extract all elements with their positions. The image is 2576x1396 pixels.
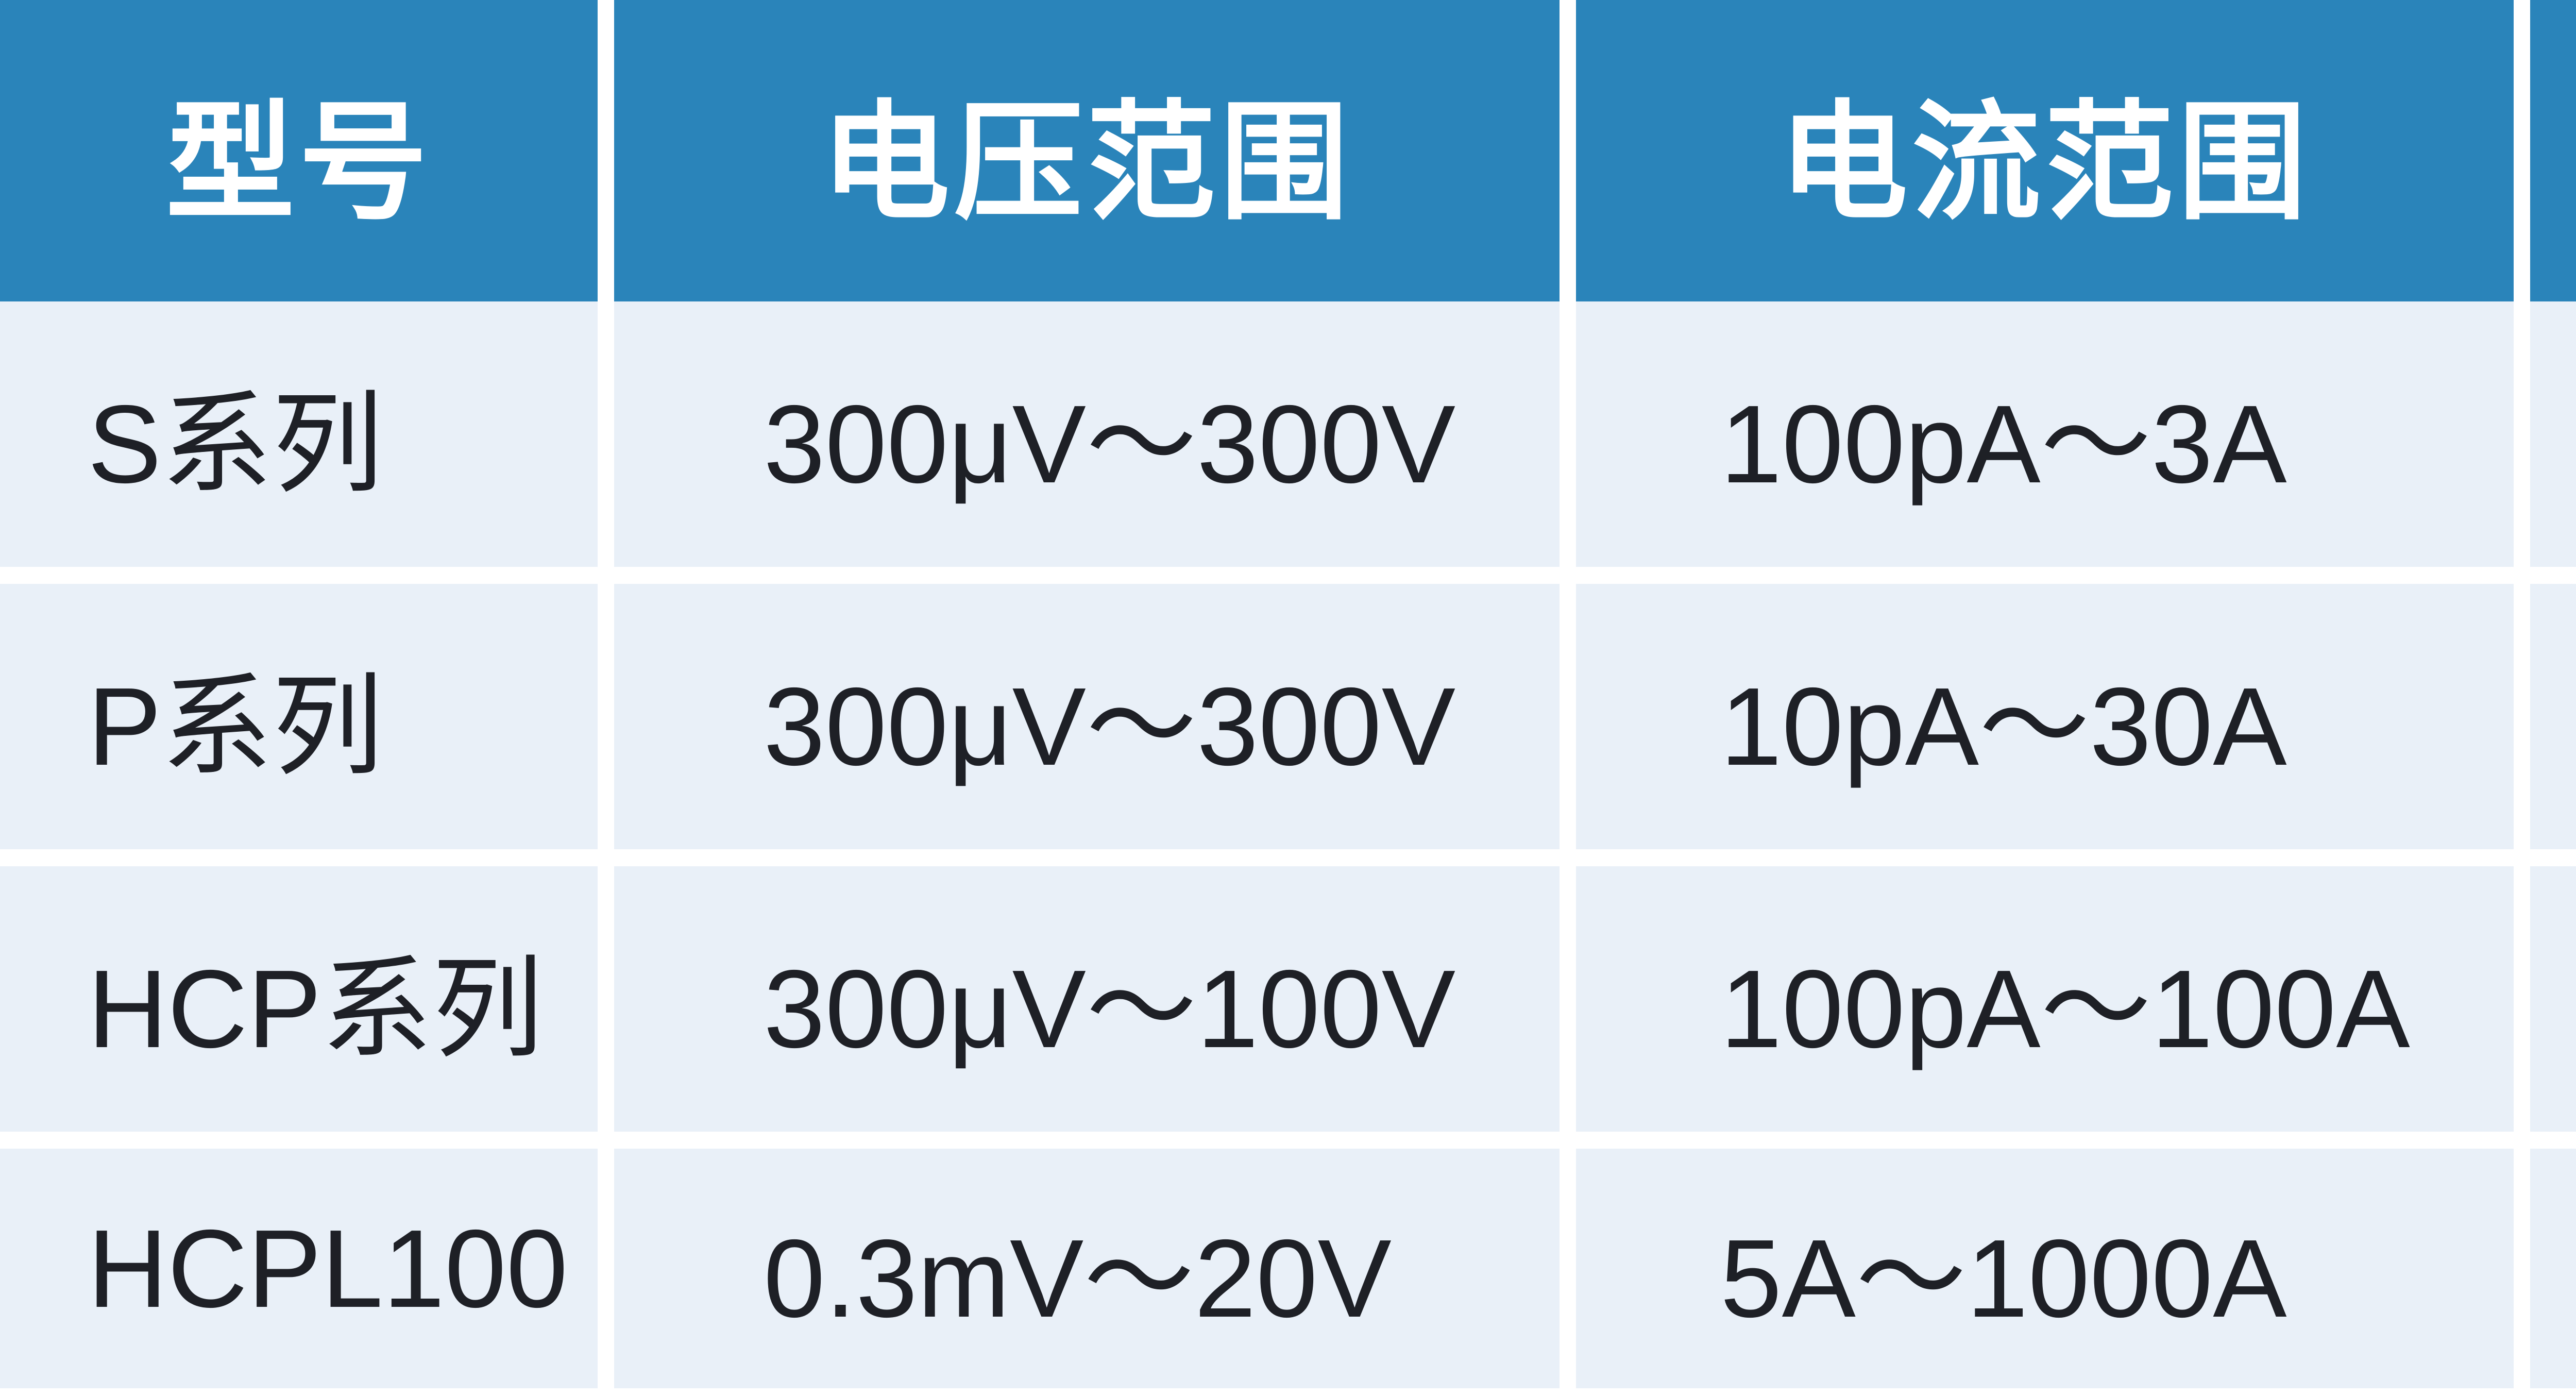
table-row-hcp-series: HCP系列 300μV～100V 100pA～100A 0.1% 0.1% xyxy=(0,866,2576,1132)
cell-voltage-range: 0.3mV～20V xyxy=(614,1149,1560,1388)
header-cell-voltage-accuracy: 电压精度 xyxy=(2530,0,2576,301)
cell-model: HCP系列 xyxy=(0,866,598,1132)
table-row-p-series: P系列 300μV～300V 10pA～30A 0.03% 0.03%/0.1% xyxy=(0,584,2576,849)
cell-voltage-accuracy: 0.03% xyxy=(2530,301,2576,567)
header-cell-current-range: 电流范围 xyxy=(1576,0,2514,301)
cell-voltage-range: 300μV～100V xyxy=(614,866,1560,1132)
cell-model: P系列 xyxy=(0,584,598,849)
cell-current-range: 100pA～100A xyxy=(1576,866,2514,1132)
table-header-row: 型号 电压范围 电流范围 电压精度 电流精度 xyxy=(0,0,2576,301)
cell-voltage-range: 300μV～300V xyxy=(614,584,1560,849)
header-cell-voltage-range: 电压范围 xyxy=(614,0,1560,301)
header-cell-model: 型号 xyxy=(0,0,598,301)
cell-current-range: 5A～1000A xyxy=(1576,1149,2514,1388)
table-row-s-series: S系列 300μV～300V 100pA～3A 0.03% 0.03%/0.1% xyxy=(0,301,2576,567)
cell-voltage-accuracy: 0.2% xyxy=(2530,1149,2576,1388)
cell-model: S系列 xyxy=(0,301,598,567)
cell-voltage-accuracy: 0.03% xyxy=(2530,584,2576,849)
cell-model: HCPL100 xyxy=(0,1149,598,1388)
table-row-hcpl100: HCPL100 0.3mV～20V 5A～1000A 0.2% 0.2% xyxy=(0,1149,2576,1388)
cell-voltage-range: 300μV～300V xyxy=(614,301,1560,567)
cell-current-range: 10pA～30A xyxy=(1576,584,2514,849)
cell-current-range: 100pA～3A xyxy=(1576,301,2514,567)
cell-voltage-accuracy: 0.1% xyxy=(2530,866,2576,1132)
